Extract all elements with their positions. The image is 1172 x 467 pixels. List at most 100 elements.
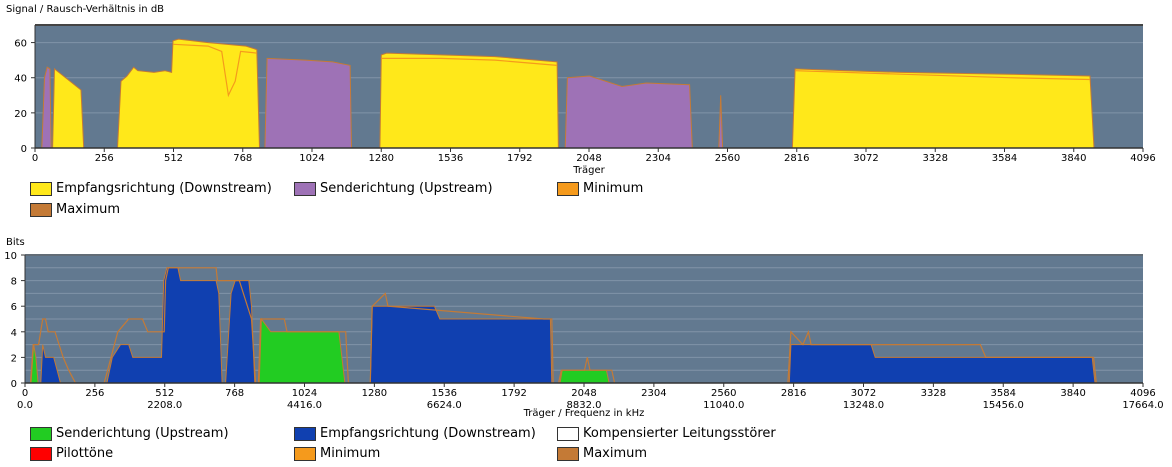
legend-item-minimum: Minimum: [557, 181, 643, 196]
x-tick-label: 2048: [576, 153, 601, 164]
x-tick-label: 1024: [292, 388, 317, 399]
legend-label: Pilottöne: [56, 446, 114, 461]
x-tick-label: 4096: [1130, 388, 1155, 399]
x-tick-label: 1024: [299, 153, 324, 164]
x-tick-label: 3840: [1061, 153, 1086, 164]
legend-label: Empfangsrichtung (Downstream): [56, 181, 272, 196]
legend-swatch: [294, 446, 316, 461]
maximum-line: [29, 318, 77, 384]
legend-item-maximum: Maximum: [557, 446, 647, 461]
x-tick-label: 4096: [1130, 153, 1155, 164]
x-tick-label: 512: [155, 388, 174, 399]
legend-swatch: [30, 426, 52, 441]
bits-chart-title: Bits: [6, 237, 25, 248]
y-tick-label: 20: [14, 109, 27, 120]
y-tick-label: 10: [4, 251, 17, 262]
x-tick-label: 2816: [781, 388, 806, 399]
legend-swatch: [30, 202, 52, 217]
x-tick-label: 1280: [362, 388, 387, 399]
legend-swatch: [557, 426, 579, 441]
legend-label: Maximum: [583, 446, 648, 461]
x-tick-label: 3328: [923, 153, 948, 164]
snr-chart-title: Signal / Rausch-Verhältnis in dB: [6, 4, 165, 15]
y-tick-label: 6: [11, 302, 17, 313]
downstream-area: [791, 68, 1095, 149]
maximum-line: [369, 292, 554, 384]
x-tick-frequency-label: 0.0: [17, 400, 33, 411]
legend-item-downstream: Empfangsrichtung (Downstream): [30, 181, 272, 196]
x-tick-frequency-label: 15456.0: [983, 400, 1024, 411]
legend-swatch: [294, 181, 316, 196]
x-tick-frequency-label: 8832.0: [567, 400, 602, 411]
x-tick-label: 1536: [432, 388, 457, 399]
x-tick-label: 1280: [369, 153, 394, 164]
x-tick-label: 3840: [1060, 388, 1085, 399]
legend-item-downstream: Empfangsrichtung (Downstream): [294, 426, 536, 441]
legend-label: Maximum: [56, 202, 121, 217]
x-tick-label: 768: [225, 388, 244, 399]
minimum-line: [795, 70, 1091, 81]
upstream-area: [564, 75, 693, 149]
maximum-line: [787, 329, 1097, 384]
y-tick-label: 0: [11, 379, 17, 390]
y-tick-label: 60: [14, 39, 27, 50]
x-tick-frequency-label: 4416.0: [287, 400, 322, 411]
legend-item-maximum: Maximum: [30, 202, 120, 217]
x-axis-label: Träger: [572, 165, 605, 176]
legend-label: Empfangsrichtung (Downstream): [320, 426, 536, 441]
x-tick-label: 1792: [501, 388, 526, 399]
legend-swatch: [557, 446, 579, 461]
legend-item-compensated: Kompensierter Leitungsstörer: [557, 426, 776, 441]
legend-label: Senderichtung (Upstream): [56, 426, 229, 441]
x-tick-label: 3072: [851, 388, 876, 399]
x-tick-label: 256: [85, 388, 104, 399]
x-tick-label: 2304: [641, 388, 666, 399]
legend-item-minimum: Minimum: [294, 446, 380, 461]
y-tick-label: 2: [11, 353, 17, 364]
x-tick-label: 768: [233, 153, 252, 164]
y-tick-label: 8: [11, 277, 17, 288]
upstream-area: [559, 369, 610, 384]
y-tick-label: 0: [21, 144, 27, 155]
legend-item-upstream: Senderichtung (Upstream): [30, 426, 229, 441]
x-tick-label: 256: [95, 153, 114, 164]
legend-swatch: [30, 446, 52, 461]
x-tick-label: 2816: [784, 153, 809, 164]
legend-label: Kompensierter Leitungsstörer: [583, 426, 776, 441]
x-tick-label: 2560: [715, 153, 740, 164]
x-tick-label: 1536: [438, 153, 463, 164]
x-tick-label: 3328: [921, 388, 946, 399]
upstream-area: [264, 57, 353, 149]
legend-swatch: [294, 426, 316, 441]
x-tick-label: 0: [32, 153, 38, 164]
legend-label: Minimum: [583, 181, 644, 196]
legend-item-upstream: Senderichtung (Upstream): [294, 181, 493, 196]
legend-label: Senderichtung (Upstream): [320, 181, 493, 196]
x-tick-label: 2560: [711, 388, 736, 399]
x-tick-label: 512: [164, 153, 183, 164]
minimum-line: [381, 57, 558, 66]
x-tick-frequency-label: 2208.0: [147, 400, 182, 411]
legend-item-pilot: Pilottöne: [30, 446, 113, 461]
legend-swatch: [30, 181, 52, 196]
x-tick-frequency-label: 6624.0: [427, 400, 462, 411]
x-tick-frequency-label: 17664.0: [1122, 400, 1163, 411]
legend-label: Minimum: [320, 446, 381, 461]
x-tick-label: 3584: [991, 388, 1016, 399]
y-tick-label: 40: [14, 74, 27, 85]
x-tick-label: 3584: [992, 153, 1017, 164]
x-tick-frequency-label: 11040.0: [703, 400, 744, 411]
legend-swatch: [557, 181, 579, 196]
x-tick-frequency-label: 13248.0: [843, 400, 884, 411]
minimum-line: [173, 43, 257, 98]
x-tick-label: 3072: [853, 153, 878, 164]
maximum-line: [257, 318, 349, 384]
maximum-line: [103, 267, 257, 384]
x-axis-label: Träger / Frequenz in kHz: [523, 408, 645, 419]
x-tick-label: 2048: [571, 388, 596, 399]
maximum-line: [558, 357, 616, 384]
x-tick-label: 2304: [646, 153, 671, 164]
y-tick-label: 4: [11, 328, 17, 339]
downstream-area: [379, 52, 559, 149]
